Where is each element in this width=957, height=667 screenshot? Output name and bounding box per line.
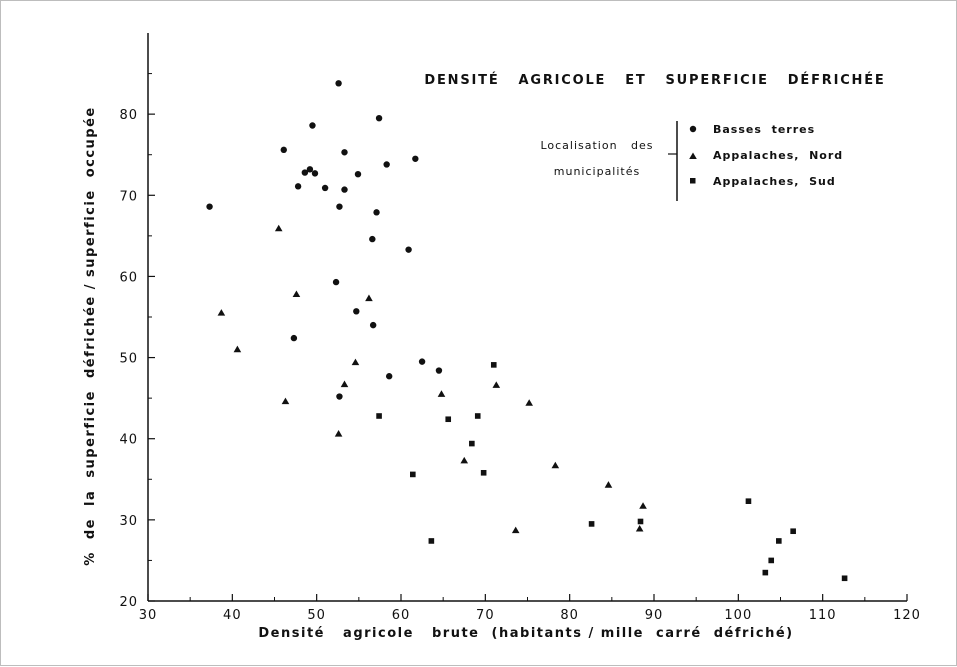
point-appalaches-sud bbox=[637, 518, 644, 525]
point-basses-terres bbox=[341, 149, 348, 156]
point-basses-terres bbox=[280, 146, 287, 154]
point-basses-terres bbox=[301, 169, 309, 176]
point-basses-terres bbox=[418, 358, 426, 365]
x-tick-label: 50 bbox=[307, 608, 326, 623]
point-basses-terres bbox=[309, 122, 316, 129]
chart-title: DENSITÉ AGRICOLE ET SUPERFICIE DÉFRICHÉE bbox=[424, 72, 885, 88]
point-appalaches-nord bbox=[217, 309, 226, 316]
point-basses-terres bbox=[375, 115, 383, 122]
point-appalaches-nord bbox=[233, 345, 242, 353]
y-tick-label: 20 bbox=[119, 595, 138, 610]
legend-heading-line2: municipalités bbox=[554, 165, 640, 178]
point-basses-terres bbox=[354, 170, 362, 178]
y-axis-label: % de la superficie défrichée / superfici… bbox=[83, 106, 98, 565]
legend-heading-line1: Localisation des bbox=[540, 139, 653, 152]
x-tick-label: 30 bbox=[139, 608, 158, 623]
point-basses-terres bbox=[373, 209, 380, 216]
point-basses-terres bbox=[332, 278, 340, 286]
point-basses-terres bbox=[383, 161, 390, 168]
point-appalaches-nord bbox=[639, 502, 647, 509]
point-basses-terres bbox=[336, 203, 343, 210]
point-appalaches-sud bbox=[410, 471, 416, 478]
point-basses-terres bbox=[353, 308, 360, 315]
point-basses-terres bbox=[321, 184, 329, 192]
legend-entry-appalaches-nord: Appalaches, Nord bbox=[713, 149, 843, 162]
point-appalaches-nord bbox=[274, 224, 283, 232]
point-appalaches-sud bbox=[474, 413, 481, 419]
x-tick-label: 110 bbox=[809, 608, 837, 623]
y-tick-label: 30 bbox=[119, 514, 138, 529]
point-basses-terres bbox=[341, 186, 348, 193]
point-appalaches-nord bbox=[437, 390, 446, 397]
point-appalaches-sud bbox=[790, 528, 796, 535]
point-appalaches-sud bbox=[841, 575, 848, 582]
legend-entry-basses-terres: Basses terres bbox=[713, 123, 815, 136]
legend: Localisation des municipalités Basses te… bbox=[540, 121, 843, 201]
legend-square-marker bbox=[690, 178, 696, 184]
point-appalaches-sud bbox=[490, 362, 497, 368]
point-basses-terres bbox=[290, 334, 298, 342]
point-basses-terres bbox=[405, 246, 412, 253]
x-tick-label: 80 bbox=[560, 608, 579, 623]
point-appalaches-sud bbox=[745, 498, 752, 504]
point-basses-terres bbox=[336, 393, 343, 400]
point-appalaches-nord bbox=[365, 294, 373, 302]
y-tick-label: 70 bbox=[119, 189, 138, 204]
y-tick-label: 50 bbox=[119, 352, 138, 367]
legend-circle-marker bbox=[689, 125, 697, 133]
point-appalaches-nord bbox=[604, 481, 613, 488]
y-tick-label: 80 bbox=[119, 108, 138, 123]
point-appalaches-nord bbox=[351, 358, 360, 366]
point-appalaches-sud bbox=[768, 557, 775, 564]
point-appalaches-nord bbox=[334, 430, 343, 437]
point-basses-terres bbox=[435, 367, 443, 374]
point-appalaches-sud bbox=[428, 538, 435, 544]
x-tick-label: 40 bbox=[223, 608, 242, 623]
x-tick-label: 60 bbox=[392, 608, 411, 623]
point-appalaches-nord bbox=[340, 380, 349, 388]
point-appalaches-nord bbox=[292, 290, 301, 298]
point-basses-terres bbox=[206, 203, 213, 210]
x-tick-label: 100 bbox=[724, 608, 752, 623]
point-appalaches-sud bbox=[776, 538, 782, 544]
point-basses-terres bbox=[369, 321, 377, 329]
y-tick-label: 60 bbox=[119, 270, 138, 285]
x-tick-label: 90 bbox=[645, 608, 664, 623]
point-appalaches-nord bbox=[551, 461, 560, 469]
point-appalaches-sud bbox=[445, 416, 452, 423]
legend-triangle-marker bbox=[689, 152, 697, 159]
point-appalaches-sud bbox=[480, 469, 487, 476]
point-basses-terres bbox=[385, 373, 393, 380]
x-tick-label: 70 bbox=[476, 608, 495, 623]
point-appalaches-sud bbox=[588, 521, 595, 527]
point-appalaches-nord bbox=[460, 456, 469, 464]
point-appalaches-nord bbox=[635, 524, 644, 532]
data-points bbox=[206, 80, 848, 582]
point-appalaches-nord bbox=[281, 397, 290, 405]
point-appalaches-sud bbox=[469, 440, 475, 447]
x-axis-label: Densité agricole brute (habitants / mill… bbox=[258, 626, 793, 641]
point-basses-terres bbox=[306, 166, 314, 173]
point-appalaches-nord bbox=[511, 526, 520, 534]
point-appalaches-nord bbox=[525, 399, 533, 406]
point-basses-terres bbox=[311, 170, 319, 177]
point-basses-terres bbox=[294, 183, 302, 190]
point-basses-terres bbox=[412, 155, 419, 162]
point-basses-terres bbox=[369, 235, 376, 243]
x-tick-label: 120 bbox=[893, 608, 921, 623]
legend-entry-appalaches-sud: Appalaches, Sud bbox=[713, 175, 836, 188]
y-tick-label: 40 bbox=[119, 433, 138, 448]
point-appalaches-sud bbox=[762, 569, 769, 576]
point-basses-terres bbox=[335, 80, 342, 87]
point-appalaches-sud bbox=[376, 413, 382, 419]
point-appalaches-nord bbox=[492, 381, 501, 388]
